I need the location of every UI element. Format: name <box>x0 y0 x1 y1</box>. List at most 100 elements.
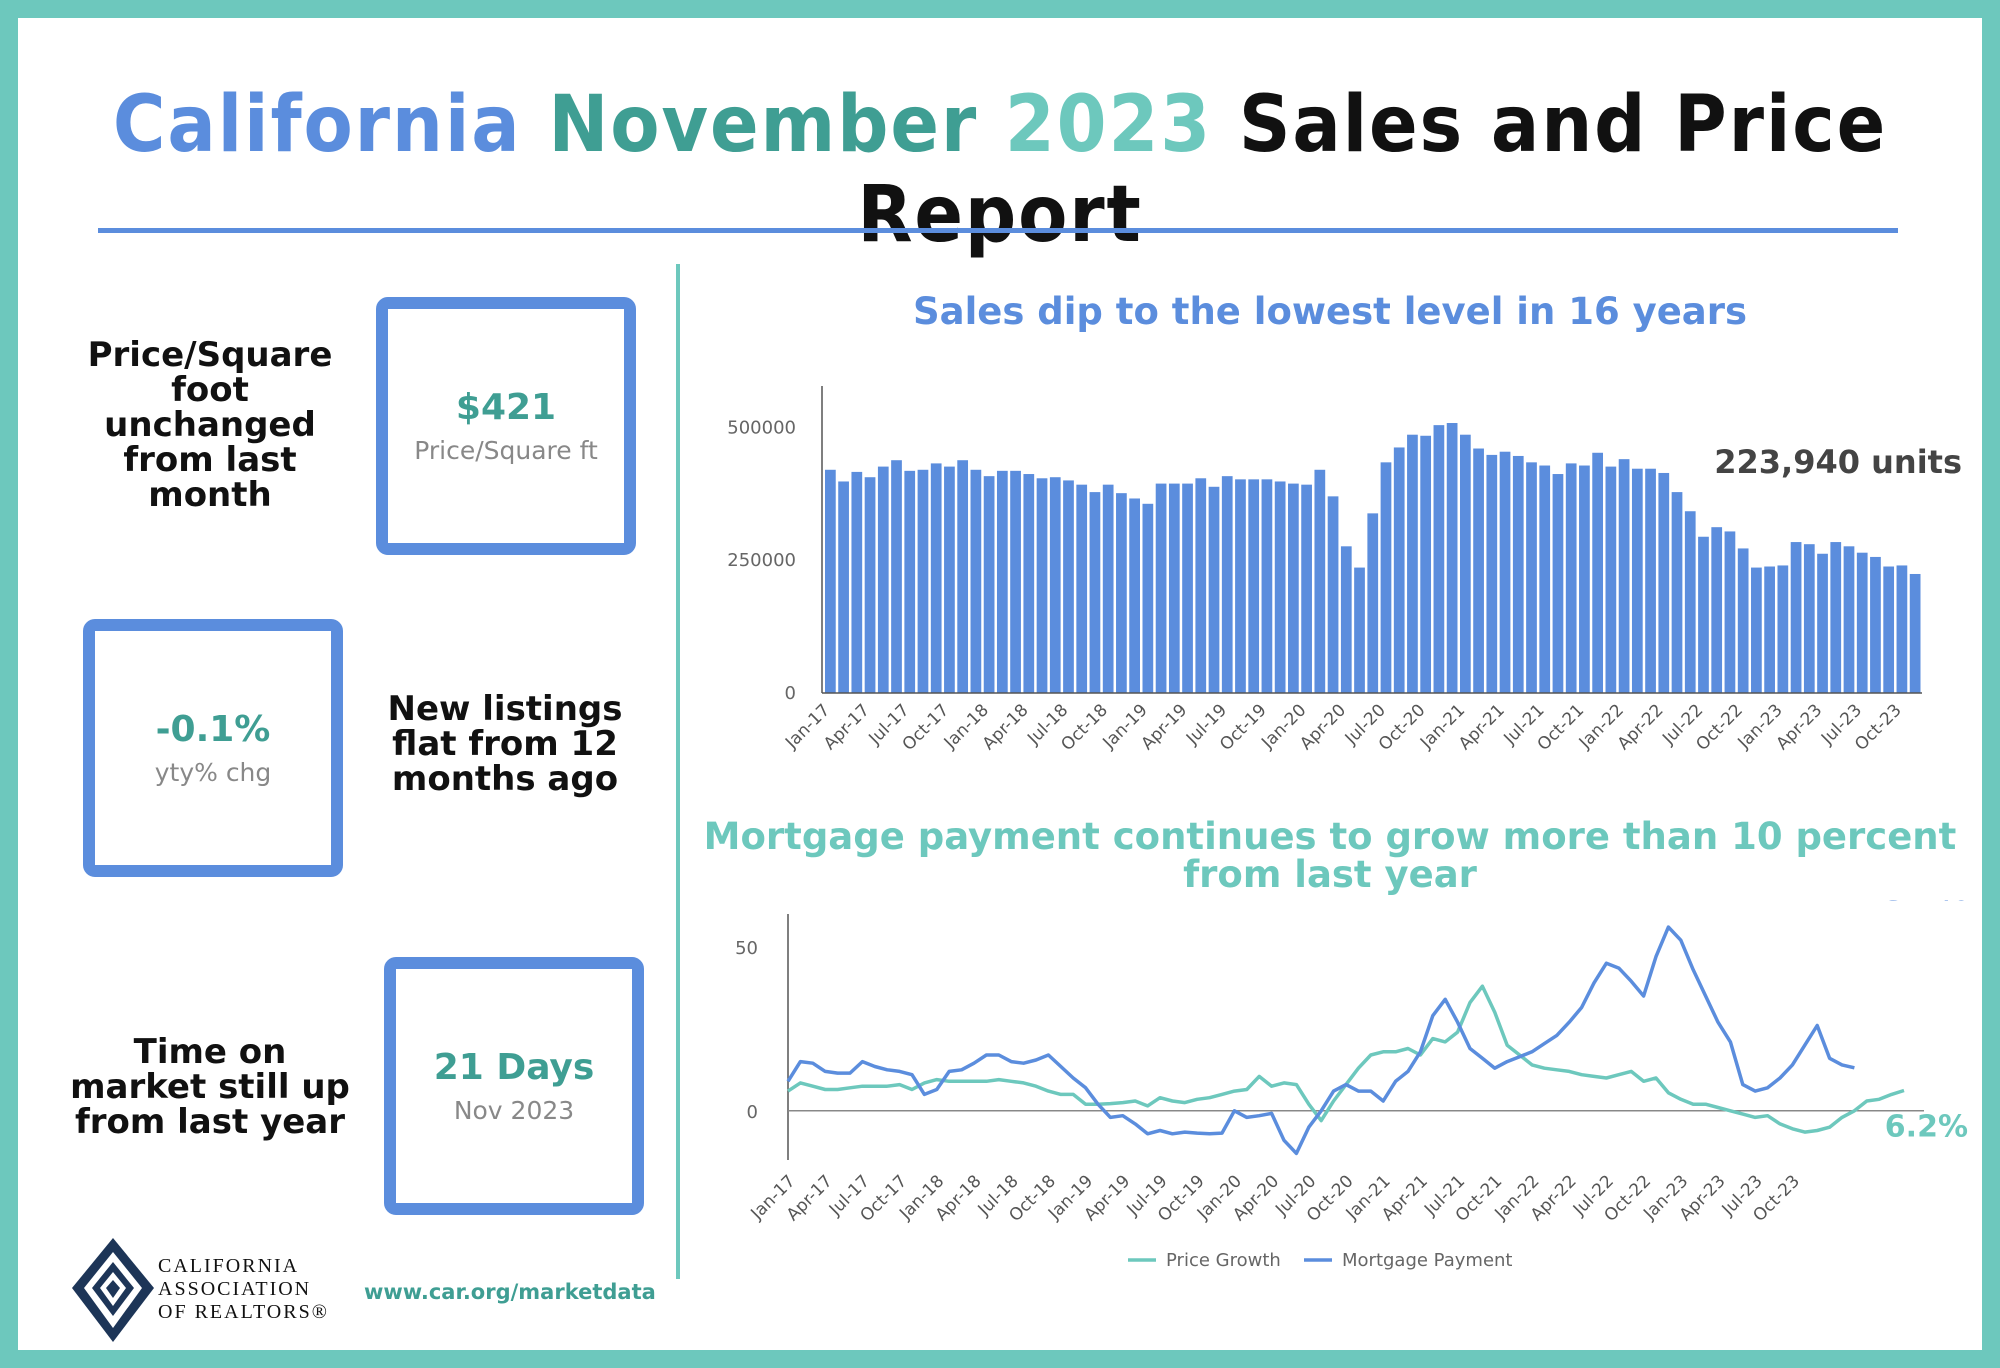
x-tick-label: Apr-20 <box>1296 700 1350 754</box>
sales-bar <box>904 470 916 693</box>
sales-bar <box>1023 474 1035 693</box>
sales-bar <box>1235 479 1246 693</box>
mortgage-line-chart: 50013.1%6.2%Jan-17Apr-17Jul-17Oct-17Jan-… <box>735 900 1968 1271</box>
sales-bar <box>1393 447 1405 693</box>
sales-bar <box>1526 462 1537 693</box>
sales-bar <box>877 466 889 693</box>
sales-bar <box>1155 483 1167 693</box>
sales-bar <box>1208 486 1220 693</box>
mortgage-payment-line <box>786 925 1855 1156</box>
mortgage-chart-title-line: Mortgage payment continues to grow more … <box>703 815 1957 858</box>
sales-bar <box>1539 465 1551 693</box>
page-title: California November 2023 Sales and Price… <box>80 80 1920 260</box>
sales-bar <box>1803 544 1815 693</box>
sales-bar <box>1049 477 1061 693</box>
price-note-line: from last <box>123 440 297 480</box>
sales-bar <box>1327 496 1339 693</box>
sales-bar <box>983 476 995 693</box>
sales-bar <box>1367 513 1379 693</box>
x-tick-label: Apr-21 <box>1455 700 1509 754</box>
sales-bar <box>944 466 955 693</box>
price-note: Price/Square foot unchanged from last mo… <box>80 338 340 513</box>
sales-bar <box>1870 556 1881 693</box>
title-part-november: November <box>548 80 979 170</box>
mortgage-chart-title-line: from last year <box>1183 853 1477 896</box>
sales-bar <box>1698 536 1709 693</box>
x-tick-label: Apr-23 <box>1773 700 1827 754</box>
sales-bar <box>1446 423 1458 693</box>
dom-value: 21 Days <box>433 1047 595 1088</box>
legend-label-price-growth: Price Growth <box>1166 1250 1281 1271</box>
sales-bar <box>838 481 849 693</box>
dom-note-line: market still up <box>70 1067 350 1107</box>
listings-note: New listings flat from 12 months ago <box>380 692 630 797</box>
sales-bar <box>1499 451 1511 693</box>
price-box: $421 Price/Square ft <box>376 297 636 555</box>
org-name-line: OF REALTORS® <box>158 1301 329 1323</box>
sales-bar <box>930 463 942 693</box>
sales-bar <box>1552 474 1564 693</box>
title-part-year: 2023 <box>1004 80 1213 170</box>
sales-bar <box>1631 468 1643 693</box>
sales-bar <box>1407 434 1418 693</box>
x-tick-label: Apr-17 <box>820 700 874 754</box>
sales-bar <box>1764 566 1775 693</box>
sales-bar <box>1420 435 1432 693</box>
x-tick-label: Apr-19 <box>1138 700 1192 754</box>
sales-bar <box>1010 470 1021 693</box>
sales-bar <box>1618 459 1630 693</box>
realtors-logo-icon <box>72 1238 154 1342</box>
sales-bar <box>1459 434 1471 693</box>
dom-box: 21 Days Nov 2023 <box>384 957 644 1215</box>
sales-bar <box>1116 493 1127 693</box>
sales-bar <box>1883 566 1895 693</box>
sales-bar <box>1433 425 1445 693</box>
sales-bar <box>1063 480 1074 693</box>
sales-bar <box>1830 542 1842 693</box>
price-note-line: Price/Square <box>87 335 333 375</box>
dom-label: Nov 2023 <box>453 1096 575 1125</box>
sales-bar <box>1129 498 1140 693</box>
sales-bar <box>1314 469 1326 693</box>
title-part-report: Sales and Price Report <box>857 80 1888 260</box>
sales-bar <box>864 477 876 693</box>
title-part-california: California <box>112 80 522 170</box>
sales-bar <box>1340 546 1352 693</box>
org-name-line: CALIFORNIA <box>158 1255 300 1277</box>
sales-bar <box>1354 567 1365 693</box>
sales-bar-chart: 5000002500000Jan-17Apr-17Jul-17Oct-17Jan… <box>727 386 1962 755</box>
sales-bar <box>1261 479 1273 693</box>
sales-bar <box>1896 565 1908 693</box>
dom-note-line: from last year <box>74 1102 346 1142</box>
x-tick-label: Apr-22 <box>1614 700 1668 754</box>
sales-bar <box>1843 546 1855 693</box>
listings-note-line: New listings <box>387 689 623 729</box>
y-tick-label: 250000 <box>727 550 796 571</box>
sales-bar <box>917 469 929 693</box>
price-note-line: foot <box>171 370 249 410</box>
sales-bar <box>1711 527 1723 693</box>
sales-bar <box>1565 463 1577 693</box>
org-name: CALIFORNIA ASSOCIATION OF REALTORS® <box>158 1255 329 1324</box>
sales-bar <box>957 460 969 693</box>
listings-value: -0.1% <box>155 709 271 750</box>
sales-bar <box>1724 531 1736 693</box>
sales-bar <box>1486 454 1498 693</box>
sales-bar <box>1645 468 1656 693</box>
listings-label: yty% chg <box>154 758 272 787</box>
sales-bar <box>1036 478 1048 693</box>
sales-bar <box>1168 483 1180 693</box>
sales-bar <box>1301 484 1312 693</box>
dom-note-line: Time on <box>133 1032 287 1072</box>
market-data-link[interactable]: www.car.org/marketdata <box>364 1280 656 1304</box>
legend-label-mortgage-payment: Mortgage Payment <box>1342 1250 1512 1271</box>
sales-bar <box>1512 455 1524 693</box>
sales-bar <box>1221 476 1233 693</box>
sales-bar <box>1592 452 1604 693</box>
sales-bar <box>1605 466 1617 693</box>
sales-bar <box>1076 484 1088 693</box>
mortgage-end-label: 13.1% <box>1864 900 1968 908</box>
x-tick-label: Apr-18 <box>979 700 1033 754</box>
title-divider <box>98 228 1898 233</box>
sales-bar <box>1684 511 1696 693</box>
